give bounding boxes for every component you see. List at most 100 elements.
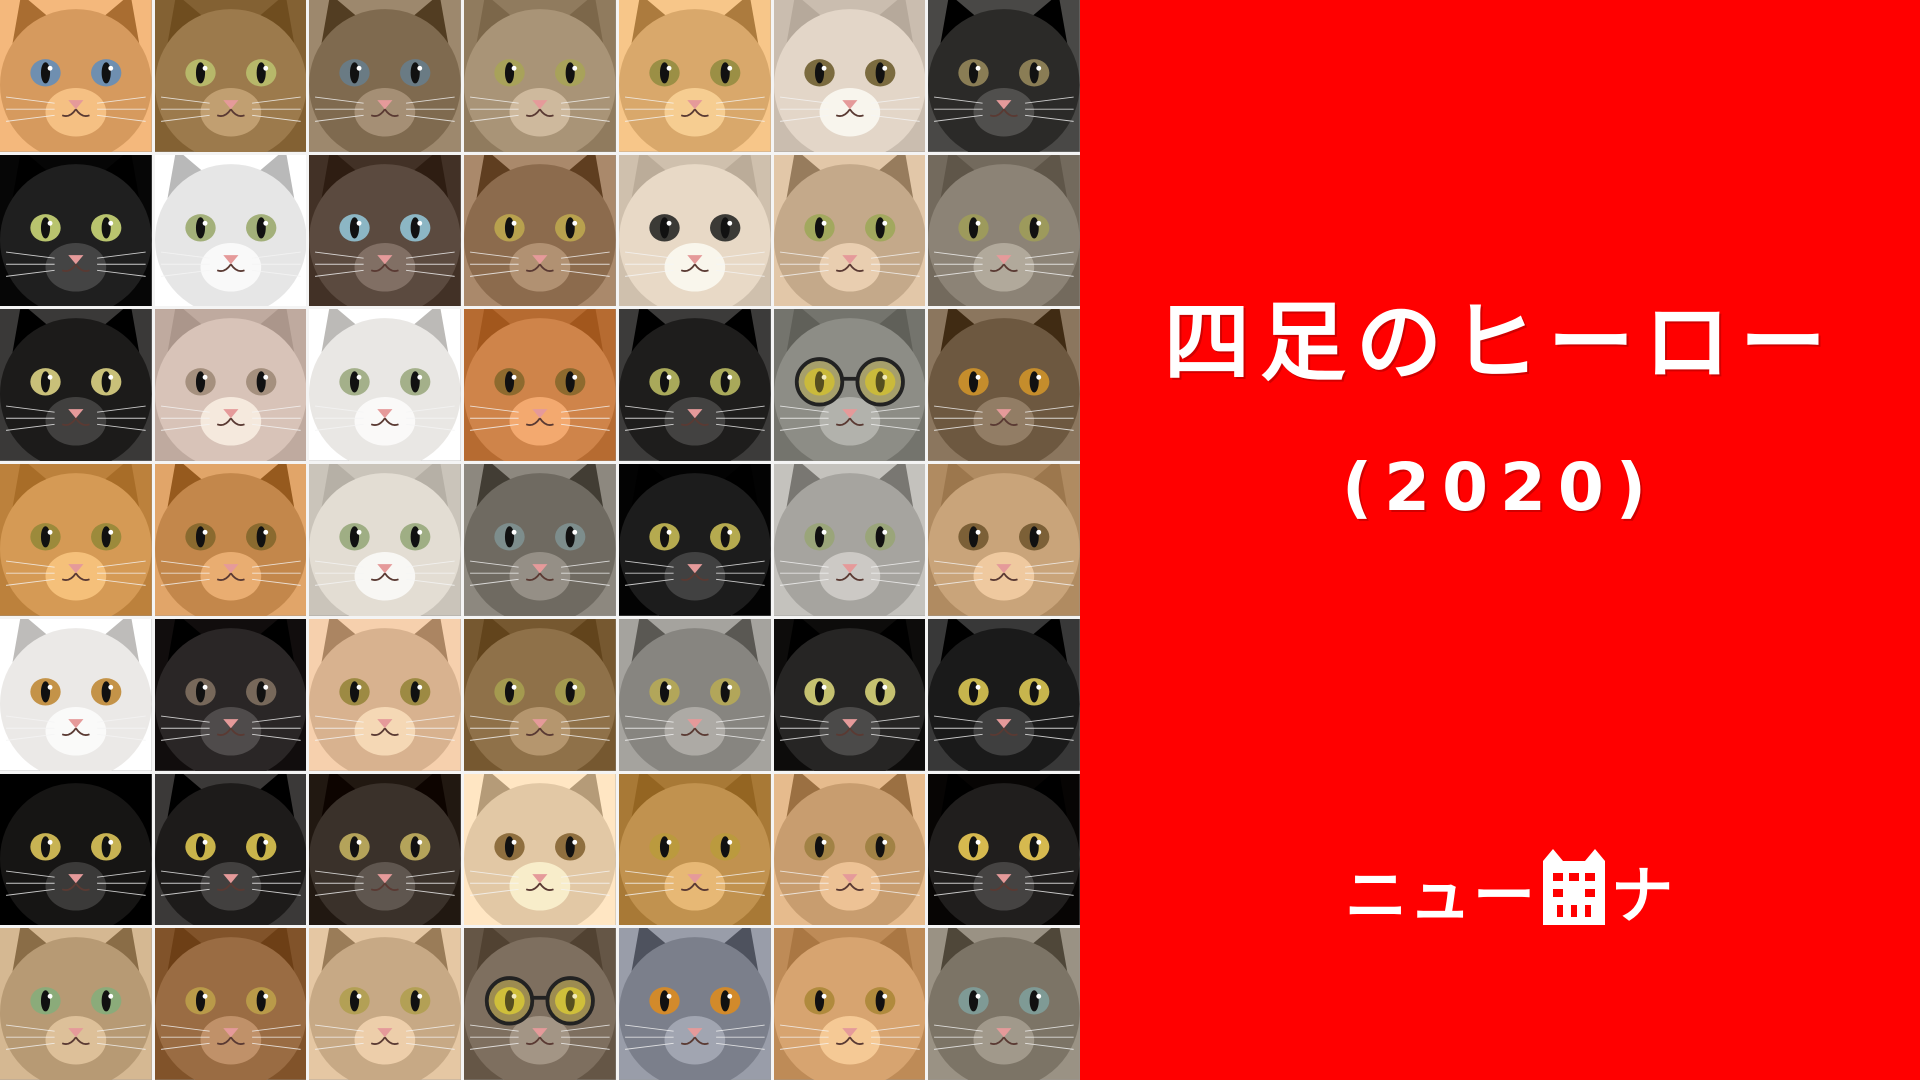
calico-cat-face — [309, 773, 462, 926]
logo-text: ニュー — [1345, 859, 1538, 932]
tuxedo-cat-face — [773, 618, 926, 771]
cream-cat-face — [464, 773, 616, 926]
cat-photo-tile — [154, 309, 307, 462]
calico-cat-face — [464, 0, 616, 152]
cat-photo-tile — [773, 154, 926, 307]
orange-tabby-cat-face — [0, 0, 152, 152]
brown-tabby-cat-face — [464, 618, 616, 771]
cat-photo-tile — [309, 154, 462, 307]
black-white-cat-face — [618, 309, 771, 462]
calico-cat-face — [309, 928, 462, 1080]
cat-photo-tile — [618, 309, 771, 462]
cat-photo-tile — [309, 0, 462, 152]
black-white-cat-face — [618, 464, 771, 616]
gray-cat-face — [618, 928, 771, 1080]
cat-building-logo-icon — [1543, 849, 1606, 925]
brand-logo: ニュー ナ — [1345, 847, 1675, 927]
cat-photo-tile — [309, 773, 462, 926]
calico-cat-face — [309, 618, 462, 771]
orange-white-cat-face — [773, 928, 926, 1080]
cat-photo-collage — [0, 0, 1080, 1080]
year-label: (2020) — [1341, 449, 1659, 526]
cat-photo-tile — [0, 928, 152, 1080]
black-cat-face — [928, 618, 1080, 771]
black-white-cat-face — [0, 154, 152, 307]
cat-photo-tile — [309, 928, 462, 1080]
cat-photo-tile — [618, 773, 771, 926]
calico-cat-face — [618, 773, 771, 926]
cat-photo-tile — [0, 154, 152, 307]
cat-photo-tile — [0, 464, 152, 616]
cat-photo-tile — [618, 0, 771, 152]
tabby-cat-face — [0, 928, 152, 1080]
calico-cat-face — [464, 154, 616, 307]
orange-white-cat-face — [464, 309, 616, 462]
cat-photo-tile — [928, 928, 1080, 1080]
black-white-cat-face — [154, 618, 307, 771]
cat-photo-tile — [154, 773, 307, 926]
cat-photo-tile — [309, 618, 462, 771]
gray-cat-with-glasses — [773, 309, 926, 462]
calico-cat-face — [154, 464, 307, 616]
calico-cat-face — [154, 928, 307, 1080]
white-cat-paw — [309, 309, 462, 462]
cat-photo-tile — [928, 464, 1080, 616]
cat-photo-tile — [773, 309, 926, 462]
cat-photo-tile — [928, 0, 1080, 152]
cat-photo-tile — [0, 0, 152, 152]
logo-suffix: ナ — [1611, 859, 1676, 932]
cat-photo-tile — [773, 928, 926, 1080]
cat-photo-tile — [464, 928, 616, 1080]
brown-tabby-cat-face — [309, 0, 462, 152]
cat-photo-tile — [464, 464, 616, 616]
cat-photo-tile — [773, 773, 926, 926]
siamese-cat-face — [309, 154, 462, 307]
cat-photo-tile — [773, 0, 926, 152]
cat-photo-tile — [309, 464, 462, 616]
gray-tabby-cat-face — [928, 154, 1080, 307]
cat-photo-tile — [464, 309, 616, 462]
cat-photo-tile — [928, 618, 1080, 771]
cat-photo-tile — [618, 464, 771, 616]
calico-cat-face — [773, 154, 926, 307]
silver-tabby-cat-face — [773, 464, 926, 616]
cat-photo-tile — [773, 464, 926, 616]
cream-cat-face — [928, 464, 1080, 616]
white-cat-face — [0, 618, 152, 771]
orange-tabby-cat-face — [0, 464, 152, 616]
page-title: 四足のヒーロー — [1164, 293, 1836, 393]
cat-photo-tile — [464, 773, 616, 926]
cat-photo-tile — [154, 154, 307, 307]
cat-photo-tile — [464, 0, 616, 152]
cat-photo-tile — [928, 154, 1080, 307]
gray-tabby-cat-face — [928, 928, 1080, 1080]
black-cat-face — [0, 773, 152, 926]
cat-photo-tile — [773, 618, 926, 771]
cat-photo-tile — [309, 309, 462, 462]
cat-photo-tile — [154, 464, 307, 616]
calico-cat-face — [309, 464, 462, 616]
orange-tabby-cat-face — [773, 773, 926, 926]
tuxedo-calico-cat-face — [928, 0, 1080, 152]
cat-photo-tile — [154, 0, 307, 152]
tortoiseshell-cat-face — [928, 309, 1080, 462]
pale-tabby-cat-face — [154, 309, 307, 462]
cream-cat-face — [618, 154, 771, 307]
cat-photo-tile — [0, 309, 152, 462]
cat-photo-tile — [928, 773, 1080, 926]
cat-photo-tile — [618, 928, 771, 1080]
white-cat-face — [154, 154, 307, 307]
gray-tabby-cat-face — [618, 618, 771, 771]
black-cat-face — [928, 773, 1080, 926]
cat-photo-tile — [0, 773, 152, 926]
title-panel: 四足のヒーロー (2020) ニュー ナ — [1080, 0, 1920, 1080]
gray-tabby-cat-face — [464, 464, 616, 616]
cat-photo-tile — [618, 154, 771, 307]
cat-photo-tile — [928, 309, 1080, 462]
orange-white-cat-face — [618, 0, 771, 152]
cat-photo-tile — [464, 154, 616, 307]
tabby-cat-with-glasses — [464, 928, 616, 1080]
cat-photo-tile — [618, 618, 771, 771]
cat-photo-tile — [0, 618, 152, 771]
